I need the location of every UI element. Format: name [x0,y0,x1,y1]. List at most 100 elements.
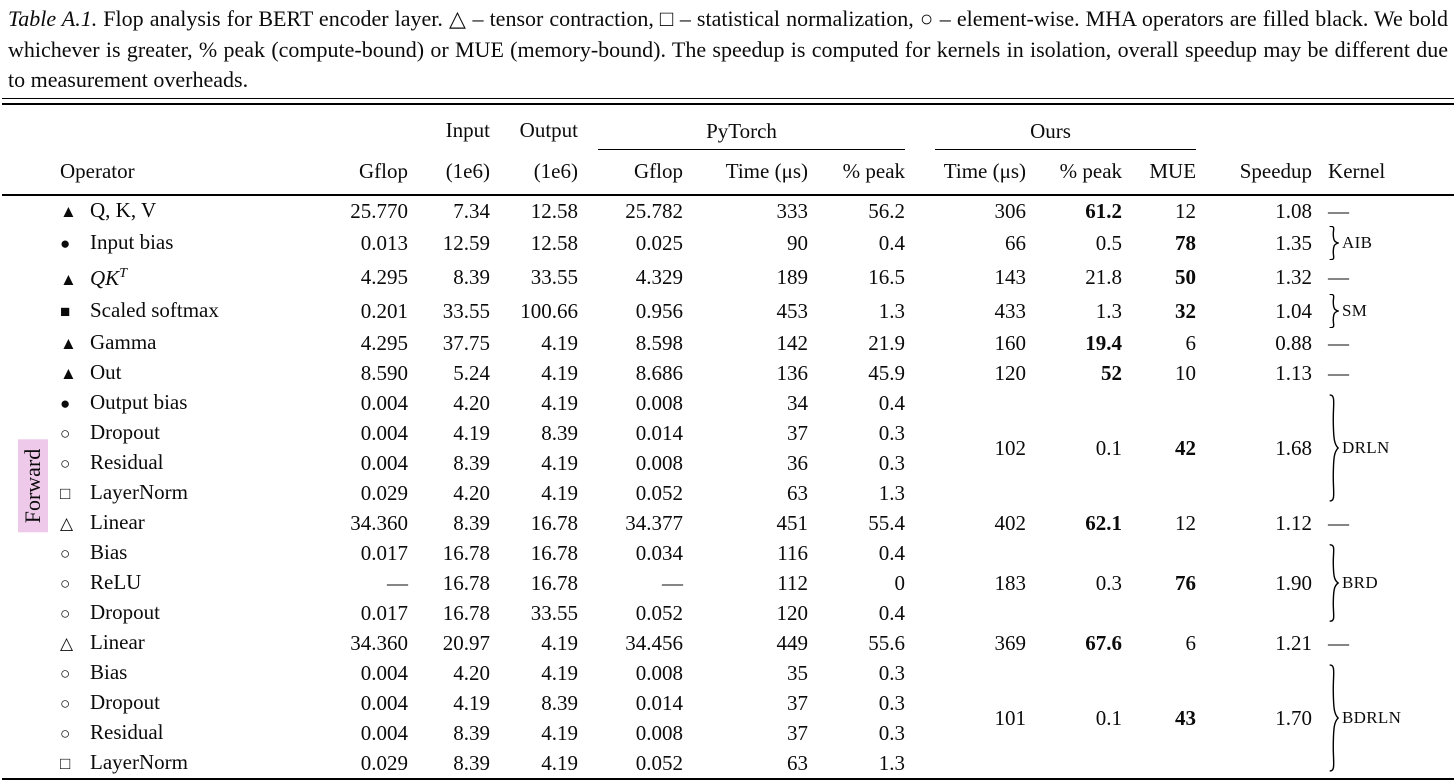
cell-gflop: 0.017 [360,600,408,625]
kernel-cell: — [1328,264,1350,289]
circle-filled-icon: ● [60,233,71,253]
cell-input-bytes: 12.59 [442,230,490,255]
table-row: ● Input bias 0.013 12.59 12.58 0.025 90 0.4 66 0.… [2,226,1454,260]
square-open-icon: □ [60,753,71,773]
cell-pt-time: 333 [776,198,809,223]
cell-pt-gflop: 0.008 [635,390,683,415]
cell-ours-peak: 67.6 [1085,630,1123,655]
table-row: △ Linear 34.360 20.97 4.19 34.456 449 55.6 369 67… [2,628,1454,658]
cell-ours-time: 143 [994,264,1027,289]
kernel-cell: — [1328,360,1350,385]
triangle-open-icon: △ [60,513,74,533]
cell-gflop: 25.770 [350,198,408,223]
cell-pt-peak: 1.3 [878,750,906,775]
cell-speedup: 1.70 [1275,705,1313,730]
cell-pt-peak: 0.3 [878,420,906,445]
cell-pt-peak: 45.9 [868,360,906,385]
cell-input-bytes: 16.78 [442,570,490,595]
cell-input-bytes: 5.24 [453,360,490,385]
cell-input-bytes: 4.20 [453,480,490,505]
cell-input-bytes: 8.39 [453,720,490,745]
col-ours-peak: % peak [1026,149,1123,196]
cell-ours-time: 102 [994,435,1027,460]
cell-gflop: — [387,570,408,595]
operator-label: Dropout [90,689,160,714]
cell-pt-time: 120 [776,600,809,625]
cell-gflop: 0.004 [360,420,408,445]
cell-ours-time: 183 [994,570,1027,595]
kernel-label: SM [1342,300,1368,320]
cell-gflop: 4.295 [360,330,408,355]
table-row: ○ ReLU — 16.78 16.78 — 112 0 [2,568,1454,598]
kernel-brace-group: BDRLN [1328,664,1454,772]
square-open-icon: □ [60,483,71,503]
cell-speedup: 1.68 [1275,435,1313,460]
cell-ours-mue: 6 [1185,330,1197,355]
table-caption: Table A.1. Flop analysis for BERT encode… [0,0,1456,98]
cell-pt-peak: 0.3 [878,690,906,715]
cell-output-bytes: 16.78 [530,510,578,535]
cell-output-bytes: 33.55 [530,600,578,625]
operator-label: ReLU [90,569,142,594]
cell-ours-time: 66 [1005,230,1027,255]
kernel-cell: DRLN [1312,388,1454,508]
cell-pt-peak: 0 [894,570,906,595]
triangle-filled-icon: ▲ [60,363,77,383]
cell-gflop: 0.017 [360,540,408,565]
cell-pt-gflop: 34.377 [625,510,683,535]
cell-gflop: 0.004 [360,660,408,685]
kernel-brace-group: AIB [1328,226,1454,260]
top-rule-thick [2,102,1454,105]
cell-ours-time: 101 [994,705,1027,730]
cell-pt-gflop: 0.014 [635,420,683,445]
cell-pt-time: 453 [776,298,809,323]
brace-icon [1328,664,1339,772]
cell-pt-gflop: 0.052 [635,480,683,505]
cell-output-bytes: 12.58 [530,198,578,223]
circle-open-icon: ○ [60,543,71,563]
cell-output-bytes: 8.39 [541,690,578,715]
col-speedup: Speedup [1196,149,1313,196]
cell-ours-time: 402 [994,510,1027,535]
cell-pt-peak: 0.3 [878,720,906,745]
operator-cell: ○ Bias [2,658,300,688]
cell-ours-mue: 50 [1175,264,1197,289]
cell-input-bytes: 16.78 [442,600,490,625]
col-mue: MUE [1122,149,1197,196]
circle-filled-icon: ● [60,393,71,413]
cell-output-bytes: 8.39 [541,420,578,445]
operator-label: LayerNorm [90,749,188,774]
cell-output-bytes: 33.55 [530,264,578,289]
operator-label: Scaled softmax [90,297,219,322]
kernel-cell: — [1328,330,1350,355]
cell-pt-time: 37 [787,420,808,445]
cell-pt-time: 34 [787,390,808,415]
cell-gflop: 0.013 [360,230,408,255]
table-row: ○ Residual 0.004 8.39 4.19 0.008 36 0.3 [2,448,1454,478]
cell-output-bytes: 4.19 [541,630,578,655]
cell-pt-time: 63 [787,480,808,505]
cell-input-bytes: 33.55 [442,298,490,323]
table-row: ● Output bias 0.004 4.20 4.19 0.008 34 0.4 102 0.… [2,388,1454,418]
table-row: ○ Bias 0.004 4.20 4.19 0.008 35 0.3 101 0.1 43 1.70… [2,658,1454,688]
operator-label: Dropout [90,419,160,444]
cell-pt-gflop: 0.034 [635,540,683,565]
cell-output-bytes: 12.58 [530,230,578,255]
operator-label: Linear [90,629,145,654]
cell-ours-peak: 62.1 [1085,510,1123,535]
forward-side-label: Forward [18,439,48,533]
operator-cell: □ LayerNorm [2,748,300,778]
operator-cell: ○ Dropout [2,418,300,448]
header-ours: Ours [1030,118,1071,143]
cell-pt-time: 37 [787,720,808,745]
circle-open-icon: ○ [60,453,71,473]
cell-output-bytes: 4.19 [541,330,578,355]
operator-label: Gamma [90,329,157,354]
cell-pt-gflop: 34.456 [625,630,683,655]
cell-ours-time: 160 [994,330,1027,355]
kernel-label: BRD [1342,572,1378,592]
table-row: ■ Scaled softmax 0.201 33.55 100.66 0.956 453 1… [2,294,1454,328]
cell-pt-peak: 0.4 [878,540,906,565]
kernel-brace-group: SM [1328,294,1454,328]
header-spacer [1196,105,1454,150]
